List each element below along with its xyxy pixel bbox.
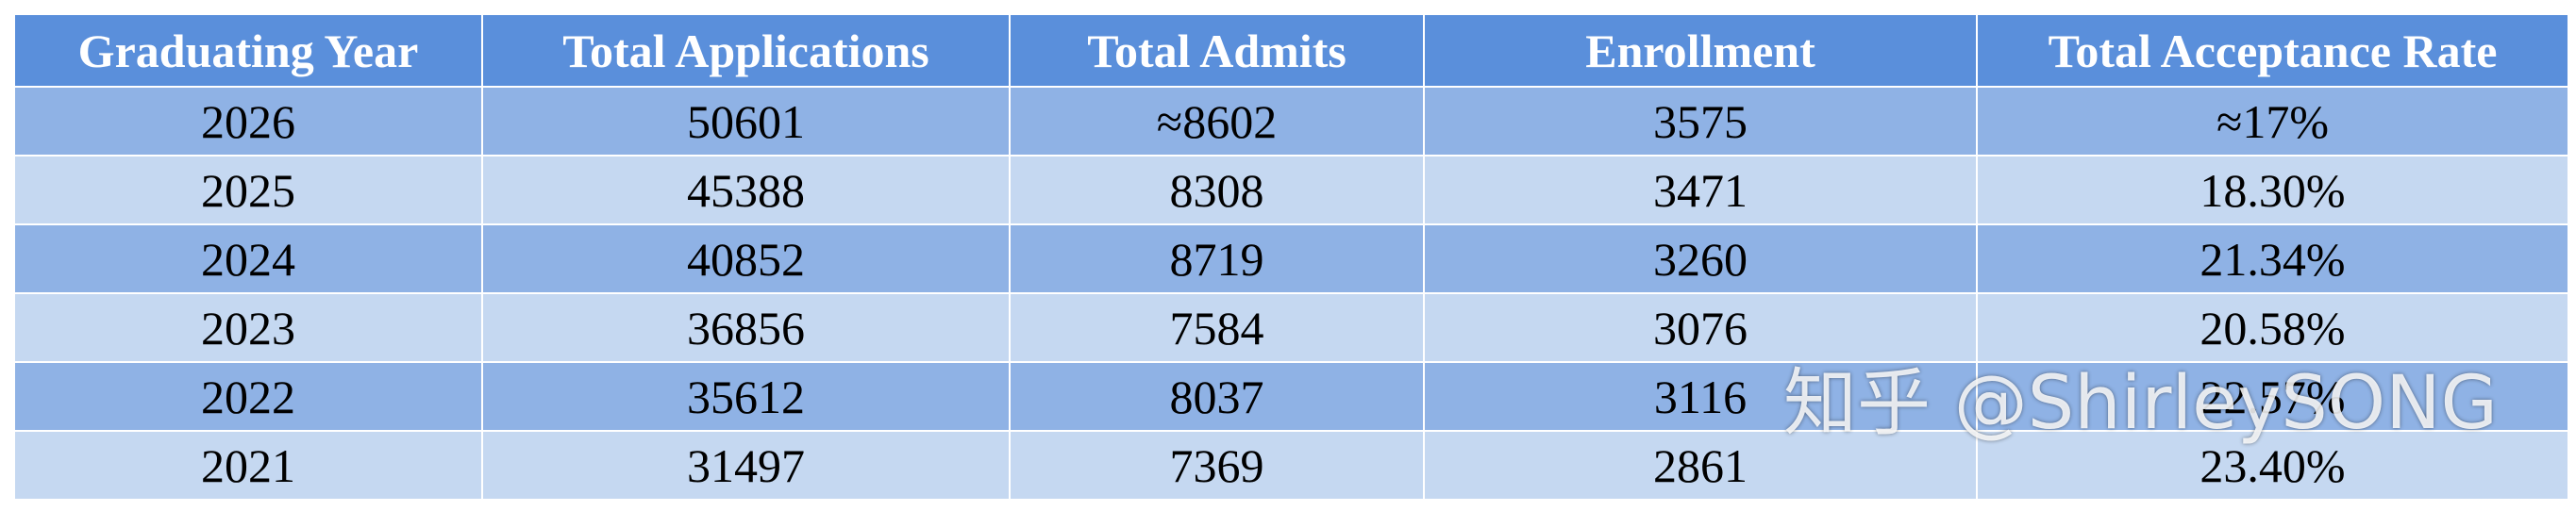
header-cell: Total Applications	[481, 13, 1011, 88]
table-cell: ≈8602	[1009, 86, 1425, 157]
table-cell: 2026	[13, 86, 483, 157]
table-cell: 36856	[481, 292, 1011, 363]
table-cell: 23.40%	[1976, 430, 2569, 501]
header-cell: Total Admits	[1009, 13, 1425, 88]
header-cell: Graduating Year	[13, 13, 483, 88]
table-row: 2025 45388 8308 3471 18.30%	[13, 155, 2569, 225]
table-cell: 3076	[1423, 292, 1978, 363]
table-cell: 8308	[1009, 155, 1425, 225]
table-row: 2024 40852 8719 3260 21.34%	[13, 223, 2569, 294]
table-cell: 7584	[1009, 292, 1425, 363]
table-cell: 3471	[1423, 155, 1978, 225]
table-cell: 21.34%	[1976, 223, 2569, 294]
table-cell: 50601	[481, 86, 1011, 157]
watermark: 知乎 @ShirleySONG	[1783, 361, 2498, 446]
header-cell: Enrollment	[1423, 13, 1978, 88]
table-cell: 2024	[13, 223, 483, 294]
table-cell: 31497	[481, 430, 1011, 501]
table-body: 2026 50601 ≈8602 3575 ≈17% 2025 45388 8308 3471 1…	[13, 86, 2569, 501]
table-cell: 8037	[1009, 361, 1425, 432]
table-cell: 2861	[1423, 430, 1978, 501]
table-cell: ≈17%	[1976, 86, 2569, 157]
table-cell: 3116	[1423, 361, 1978, 432]
table-cell: 7369	[1009, 430, 1425, 501]
table-row: 2021 31497 7369 2861 23.40%	[13, 430, 2569, 501]
table-cell: 45388	[481, 155, 1011, 225]
table-row: 2023 36856 7584 3076 20.58%	[13, 292, 2569, 363]
table-row: 2022 35612 8037 3116 22.57%	[13, 361, 2569, 432]
table-cell: 2025	[13, 155, 483, 225]
table-cell: 3575	[1423, 86, 1978, 157]
table-cell: 35612	[481, 361, 1011, 432]
table-cell: 20.58%	[1976, 292, 2569, 363]
header-cell: Total Acceptance Rate	[1976, 13, 2569, 88]
table-cell: 40852	[481, 223, 1011, 294]
table-cell: 22.57%	[1976, 361, 2569, 432]
table-cell: 8719	[1009, 223, 1425, 294]
table-row: 2026 50601 ≈8602 3575 ≈17%	[13, 86, 2569, 157]
header-row: Graduating Year Total Applications Total A…	[13, 13, 2569, 88]
table-cell: 3260	[1423, 223, 1978, 294]
table-cell: 2023	[13, 292, 483, 363]
table-cell: 2021	[13, 430, 483, 501]
table-cell: 2022	[13, 361, 483, 432]
table-cell: 18.30%	[1976, 155, 2569, 225]
data-table: Graduating Year Total Applications Total A…	[13, 13, 2569, 501]
